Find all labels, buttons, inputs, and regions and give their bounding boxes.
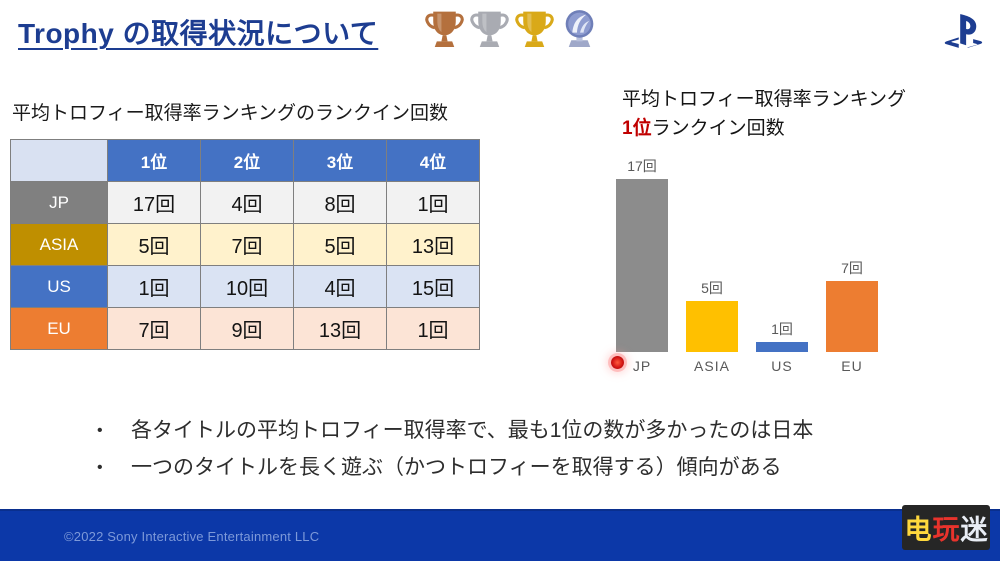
bar-column-asia: 5回 [677, 278, 747, 352]
chart-title: 平均トロフィー取得率ランキング 1位ランクイン回数 [622, 85, 906, 143]
bullet-item: • 一つのタイトルを長く遊ぶ（かつトロフィーを取得する）傾向がある [97, 451, 907, 484]
table-cell: 17回 [107, 181, 201, 224]
watermark-char: 电 [904, 515, 932, 545]
bar-category-label: EU [841, 358, 863, 374]
bronze-trophy-icon [425, 10, 464, 49]
bar-value-label: 7回 [841, 260, 863, 276]
table-row: EU 7回 9回 13回 1回 [10, 307, 480, 350]
table-body: JP 17回 4回 8回 1回 ASIA 5回 7回 5回 13回 US 1回 10回 4回 15回 EU 7回… [10, 181, 480, 350]
table-cell: 7回 [107, 307, 201, 350]
gold-trophy-icon [515, 10, 554, 49]
footer-bar: ©2022 Sony Interactive Entertainment LLC [0, 509, 1000, 561]
page-title: Trophy の取得状況について [18, 18, 379, 49]
bullet-text: 一つのタイトルを長く遊ぶ（かつトロフィーを取得する）傾向がある [131, 456, 782, 479]
bar-chart-plot: 17回 5回 1回 7回 [607, 154, 897, 352]
bar-category-label: ASIA [694, 358, 730, 374]
table-corner-cell [10, 139, 108, 182]
table-row-header-us: US [10, 265, 108, 308]
table-row: JP 17回 4回 8回 1回 [10, 181, 480, 224]
bar-value-label: 17回 [627, 158, 657, 174]
watermark-char: 玩 [932, 515, 960, 545]
bar [826, 281, 878, 352]
table-row: US 1回 10回 4回 15回 [10, 265, 480, 308]
table-col-header: 1位 [107, 139, 201, 182]
table-cell: 13回 [293, 307, 387, 350]
chart-title-rest: ランクイン回数 [651, 118, 785, 139]
table-cell: 1回 [386, 181, 480, 224]
copyright-text: ©2022 Sony Interactive Entertainment LLC [64, 528, 320, 544]
bar-value-label: 5回 [701, 280, 723, 296]
chart-title-highlight: 1位 [622, 118, 652, 139]
table-col-header: 4位 [386, 139, 480, 182]
bar [756, 342, 808, 352]
bar-column-jp: 17回 [607, 156, 677, 352]
table-cell: 8回 [293, 181, 387, 224]
table-row: ASIA 5回 7回 5回 13回 [10, 223, 480, 266]
table-col-header: 2位 [200, 139, 294, 182]
bullet-item: • 各タイトルの平均トロフィー取得率で、最も1位の数が多かったのは日本 [97, 414, 907, 447]
bar [616, 179, 668, 352]
platinum-trophy-icon [565, 10, 594, 47]
table-cell: 4回 [200, 181, 294, 224]
table-cell: 9回 [200, 307, 294, 350]
chart-title-line2: 1位ランクイン回数 [622, 114, 906, 143]
table-header: 1位 2位 3位 4位 [10, 139, 480, 182]
table-row-header-jp: JP [10, 181, 108, 224]
table-row-header-asia: ASIA [10, 223, 108, 266]
table-cell: 1回 [107, 265, 201, 308]
table-title: 平均トロフィー取得率ランキングのランクイン回数 [12, 103, 449, 124]
table-header-row: 1位 2位 3位 4位 [10, 139, 480, 182]
bullet-marker: • [97, 422, 103, 439]
bar-chart: 17回 5回 1回 7回 JP ASIA US EU [607, 154, 897, 374]
bullet-list: • 各タイトルの平均トロフィー取得率で、最も1位の数が多かったのは日本 • 一つのタイ… [97, 414, 907, 488]
chart-title-line1: 平均トロフィー取得率ランキング [622, 89, 907, 110]
table-col-header: 3位 [293, 139, 387, 182]
table-cell: 13回 [386, 223, 480, 266]
table-cell: 1回 [386, 307, 480, 350]
table-cell: 5回 [293, 223, 387, 266]
ranking-table: 1位 2位 3位 4位 JP 17回 4回 8回 1回 ASIA 5回 7回 5回 13回 US 1回 10回… [10, 139, 480, 350]
table-cell: 10回 [200, 265, 294, 308]
bar-chart-categories: JP ASIA US EU [607, 358, 897, 374]
silver-trophy-icon [470, 10, 509, 49]
bar [686, 301, 738, 352]
table-cell: 15回 [386, 265, 480, 308]
bar-column-eu: 7回 [817, 258, 887, 352]
bar-column-us: 1回 [747, 319, 817, 352]
bar-category-label: JP [632, 358, 652, 374]
watermark-logo: 电玩迷 [902, 505, 990, 550]
playstation-logo-icon [944, 14, 983, 48]
bullet-text: 各タイトルの平均トロフィー取得率で、最も1位の数が多かったのは日本 [131, 419, 814, 442]
table-cell: 4回 [293, 265, 387, 308]
bullet-marker: • [97, 459, 103, 476]
bar-category-label: US [771, 358, 793, 374]
trophy-icons [424, 5, 600, 51]
table-cell: 5回 [107, 223, 201, 266]
table-cell: 7回 [200, 223, 294, 266]
bar-value-label: 1回 [771, 321, 793, 337]
table-row-header-eu: EU [10, 307, 108, 350]
laser-pointer-dot [611, 356, 624, 369]
watermark-char: 迷 [960, 515, 988, 545]
